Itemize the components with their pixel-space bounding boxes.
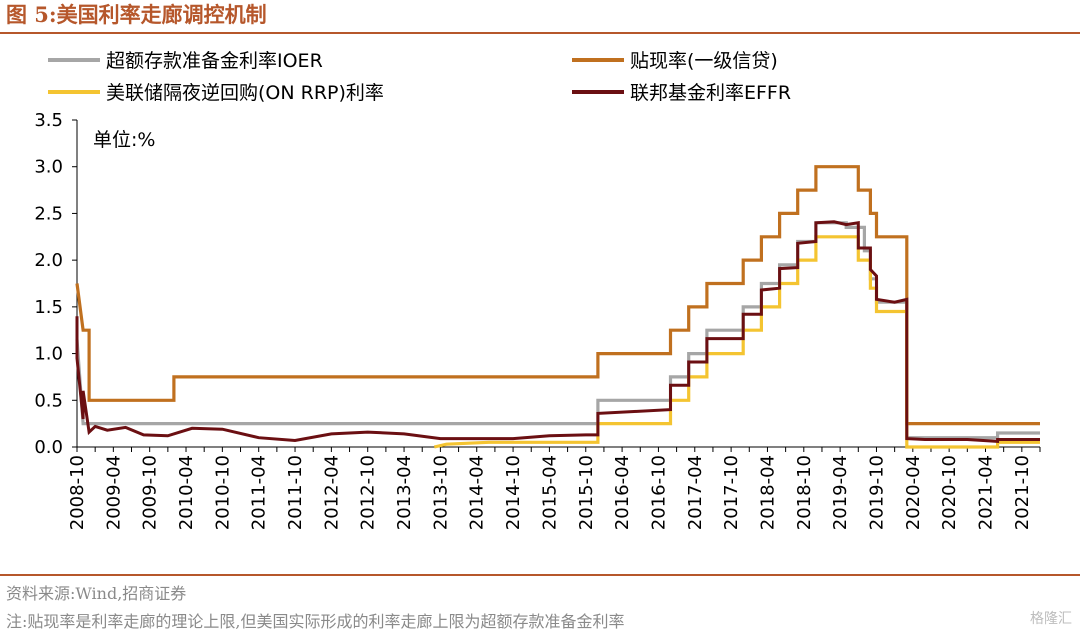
x-tick-label: 2017-10 <box>721 455 742 530</box>
y-tick-label: 1.5 <box>34 297 63 318</box>
x-tick-label: 2015-10 <box>576 455 597 530</box>
footnote: 注:贴现率是利率走廊的理论上限,但美国实际形成的利率走廊上限为超额存款准备金利率 <box>6 612 625 631</box>
source-note: 资料来源:Wind,招商证券 <box>6 584 187 603</box>
x-tick-label: 2021-10 <box>1012 455 1033 530</box>
x-tick-label: 2010-04 <box>176 455 197 530</box>
y-tick-label: 3.0 <box>34 157 63 178</box>
x-tick-label: 2017-04 <box>685 455 706 530</box>
series-line-1 <box>75 221 1040 440</box>
x-tick-label: 2018-04 <box>757 455 778 530</box>
chart-legend: 超额存款准备金利率IOER 贴现率(一级信贷) 美联储隔夜逆回购(ON RRP)利率… <box>48 50 791 104</box>
x-tick-label: 2014-04 <box>467 455 488 530</box>
x-tick-label: 2018-10 <box>794 455 815 530</box>
watermark-logo: 格隆汇 <box>1030 611 1072 627</box>
chart-axes: 0.0 0.5 1.0 1.5 2.0 2.5 3.0 3.5 2008-10 2009-04 20… <box>34 110 1041 530</box>
series-line-2 <box>75 165 1040 426</box>
y-tick-label: 2.0 <box>34 250 63 271</box>
x-tick-label: 2021-04 <box>975 455 996 530</box>
x-tick-label: 2011-10 <box>285 455 306 530</box>
x-tick-label: 2009-04 <box>103 455 124 530</box>
x-tick-label: 2012-10 <box>358 455 379 530</box>
x-tick-label: 2014-10 <box>503 455 524 530</box>
series-line-4 <box>75 220 1040 443</box>
x-tick-label: 2019-04 <box>830 455 851 530</box>
x-tick-label: 2020-10 <box>939 455 960 530</box>
x-tick-label: 2012-04 <box>321 455 342 530</box>
x-tick-label: 2020-04 <box>903 455 924 530</box>
x-tick-label: 2008-10 <box>67 455 88 530</box>
x-tick-label: 2016-10 <box>648 455 669 530</box>
y-tick-label: 0.0 <box>34 437 63 458</box>
footer-divider <box>0 574 1080 576</box>
x-tick-label: 2011-04 <box>249 455 270 530</box>
x-tick-label: 2016-04 <box>612 455 633 530</box>
y-tick-label: 1.0 <box>34 344 63 365</box>
y-tick-label: 2.5 <box>34 203 63 224</box>
title-divider <box>0 32 1080 34</box>
legend-label-1: 超额存款准备金利率IOER <box>106 50 323 72</box>
x-tick-label: 2013-10 <box>430 455 451 530</box>
x-tick-label: 2010-10 <box>212 455 233 530</box>
y-tick-label: 0.5 <box>34 390 63 411</box>
figure-title: 图 5:美国利率走廊调控机制 <box>6 2 267 27</box>
y-tick-label: 3.5 <box>34 110 63 131</box>
x-tick-label: 2013-04 <box>394 455 415 530</box>
legend-label-3: 美联储隔夜逆回购(ON RRP)利率 <box>106 82 384 104</box>
legend-label-2: 贴现率(一级信贷) <box>630 50 778 72</box>
plot-area <box>75 165 1040 449</box>
series-line-3 <box>433 235 1040 449</box>
x-tick-label: 2009-10 <box>140 455 161 530</box>
legend-label-4: 联邦基金利率EFFR <box>630 82 791 104</box>
x-tick-label: 2019-10 <box>866 455 887 530</box>
x-tick-label: 2015-04 <box>539 455 560 530</box>
unit-label: 单位:% <box>93 129 155 151</box>
line-chart: 超额存款准备金利率IOER 贴现率(一级信贷) 美联储隔夜逆回购(ON RRP)利率… <box>34 50 1041 530</box>
